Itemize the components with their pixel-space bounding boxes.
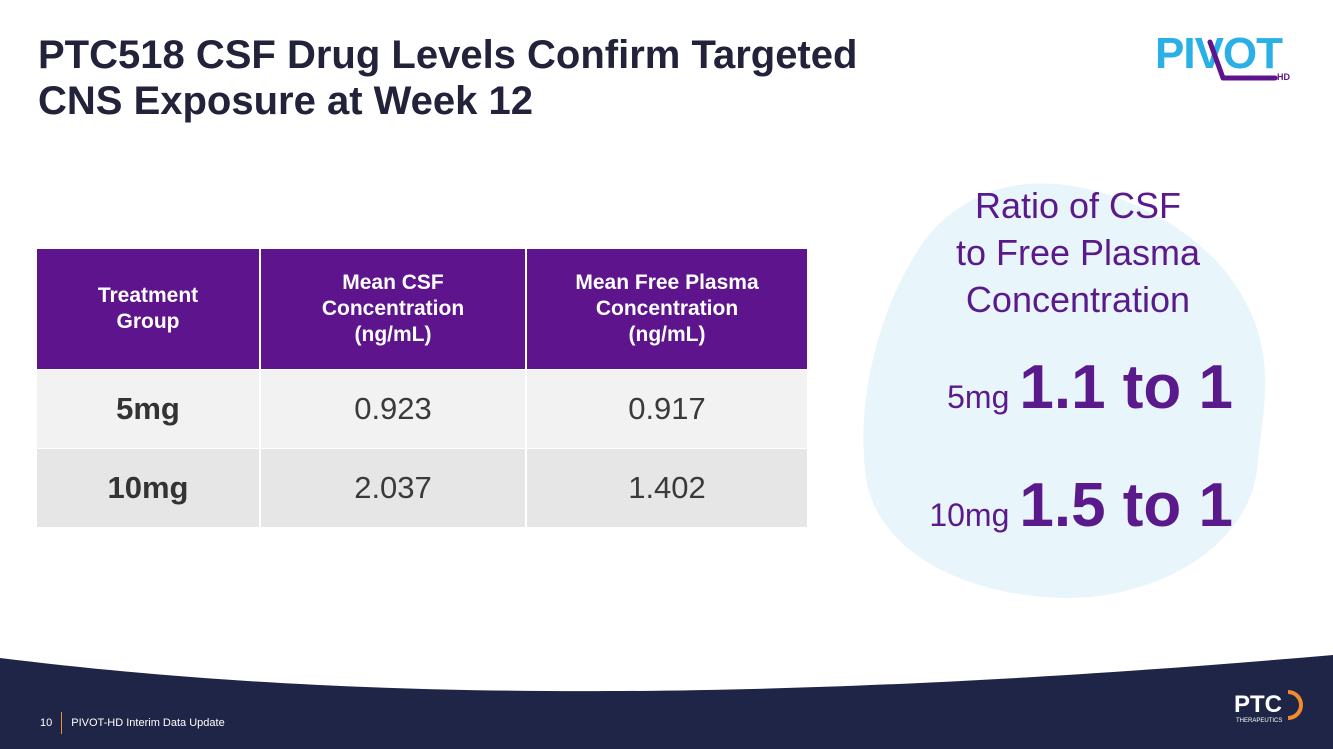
ratio-value: 1.5 to 1 xyxy=(1019,471,1233,540)
ratio-value: 1.1 to 1 xyxy=(1019,353,1233,422)
ratio-background-blob xyxy=(863,183,1266,599)
footer-band xyxy=(0,655,1333,749)
cell-plasma: 0.917 xyxy=(526,369,807,449)
drug-levels-table: Treatment Group Mean CSF Concentration (ng/… xyxy=(37,249,807,527)
ptc-logo-sub: THERAPEUTICS xyxy=(1236,718,1282,724)
header-mean-free-plasma: Mean Free Plasma Concentration (ng/mL) xyxy=(526,249,807,370)
table-row: 10mg 2.037 1.402 xyxy=(37,448,807,527)
ratio-heading: Ratio of CSF to Free Plasma Concentratio… xyxy=(955,185,1201,320)
slide-title: PTC518 CSF Drug Levels Confirm Targeted … xyxy=(38,32,998,124)
header-treatment-group: Treatment Group xyxy=(37,249,261,370)
cell-csf: 0.923 xyxy=(260,369,527,449)
footer: 10 PIVOT-HD Interim Data Update xyxy=(40,712,225,734)
table-row: 5mg 0.923 0.917 xyxy=(37,369,807,449)
ptc-logo-text: PTC xyxy=(1234,691,1282,718)
header-mean-csf: Mean CSF Concentration (ng/mL) xyxy=(260,249,527,370)
title-line-1: PTC518 CSF Drug Levels Confirm Targeted xyxy=(38,33,858,77)
footer-divider xyxy=(61,712,63,734)
pivot-logo-sub: HD xyxy=(1277,72,1290,82)
ptc-therapeutics-logo: PTC THERAPEUTICS xyxy=(1234,690,1303,724)
cell-csf: 2.037 xyxy=(260,448,527,527)
cell-plasma: 1.402 xyxy=(526,448,807,527)
cell-group: 10mg xyxy=(37,448,261,527)
ratio-dose: 5mg xyxy=(947,379,1010,415)
cell-group: 5mg xyxy=(37,369,261,449)
ratio-dose: 10mg xyxy=(929,497,1010,533)
page-number: 10 xyxy=(40,717,53,729)
footer-label: PIVOT-HD Interim Data Update xyxy=(71,717,225,729)
pivot-hd-logo: PIVOT HD xyxy=(1155,30,1290,82)
ratio-item-10mg: 10mg 1.5 to 1 xyxy=(929,470,1233,541)
title-line-2: CNS Exposure at Week 12 xyxy=(38,79,534,123)
table-header-row: Treatment Group Mean CSF Concentration (ng/… xyxy=(37,249,807,370)
ratio-item-5mg: 5mg 1.1 to 1 xyxy=(947,352,1233,423)
